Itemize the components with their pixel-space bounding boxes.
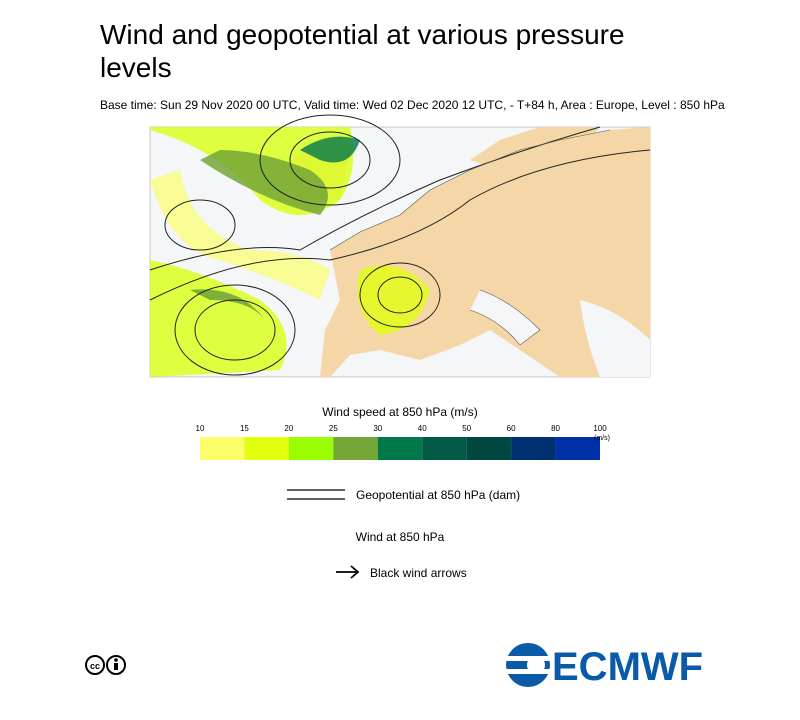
cc-icon: cc — [85, 655, 126, 675]
legend-label: Black wind arrows — [370, 566, 467, 580]
colorbar-tick-label: 80 — [551, 424, 560, 433]
title: levels — [100, 52, 172, 83]
colorbar-tick-label: 100 — [593, 424, 607, 433]
logo-text: ECMWF — [552, 645, 703, 689]
colorbar-box — [200, 437, 245, 460]
colorbar-tick-label: 20 — [284, 424, 293, 433]
colorbar-box — [511, 437, 556, 460]
ecmwf-logo: ECMWF — [503, 643, 703, 689]
colorbar-box — [288, 437, 334, 460]
map-sea — [580, 300, 650, 377]
colorbar-tick-label: 30 — [373, 424, 382, 433]
colorbar: 10 15 20 25 30 40 50 60 80 100 — [196, 424, 607, 460]
legend-label: Geopotential at 850 hPa (dam) — [356, 488, 520, 502]
map-land — [470, 127, 600, 180]
wind-area — [357, 265, 430, 335]
svg-text:cc: cc — [90, 661, 100, 671]
map-sea — [470, 290, 540, 345]
contours — [149, 114, 651, 376]
colorbar-box — [422, 437, 467, 460]
wind-area — [200, 150, 328, 215]
colorbar-box — [466, 437, 512, 460]
coastlines — [329, 129, 611, 346]
colorbar-tick-label: 60 — [507, 424, 516, 433]
colorbar-title: Wind speed at 850 hPa (m/s) — [322, 405, 477, 419]
legend-title: Wind at 850 hPa — [356, 530, 445, 544]
colorbar-box — [333, 437, 378, 460]
wind-area — [150, 260, 287, 377]
colorbar-box — [244, 437, 289, 460]
wind-area — [300, 136, 360, 163]
colorbar-box — [377, 437, 423, 460]
title: Wind and geopotential at various pressur… — [100, 19, 625, 50]
subtitle: Base time: Sun 29 Nov 2020 00 UTC, Valid… — [100, 98, 725, 112]
colorbar-tick-label: 15 — [240, 424, 249, 433]
wind-area — [150, 170, 330, 300]
colorbar-box — [555, 437, 600, 460]
colorbar-unit: (m/s) — [594, 435, 610, 442]
colorbar-tick-label: 10 — [196, 424, 205, 433]
colorbar-tick-label: 25 — [329, 424, 338, 433]
arrow-icon — [336, 565, 360, 579]
colorbar-tick-label: 40 — [418, 424, 427, 433]
colorbar-tick-label: 50 — [462, 424, 471, 433]
map — [149, 114, 651, 378]
wind-area — [190, 289, 265, 320]
